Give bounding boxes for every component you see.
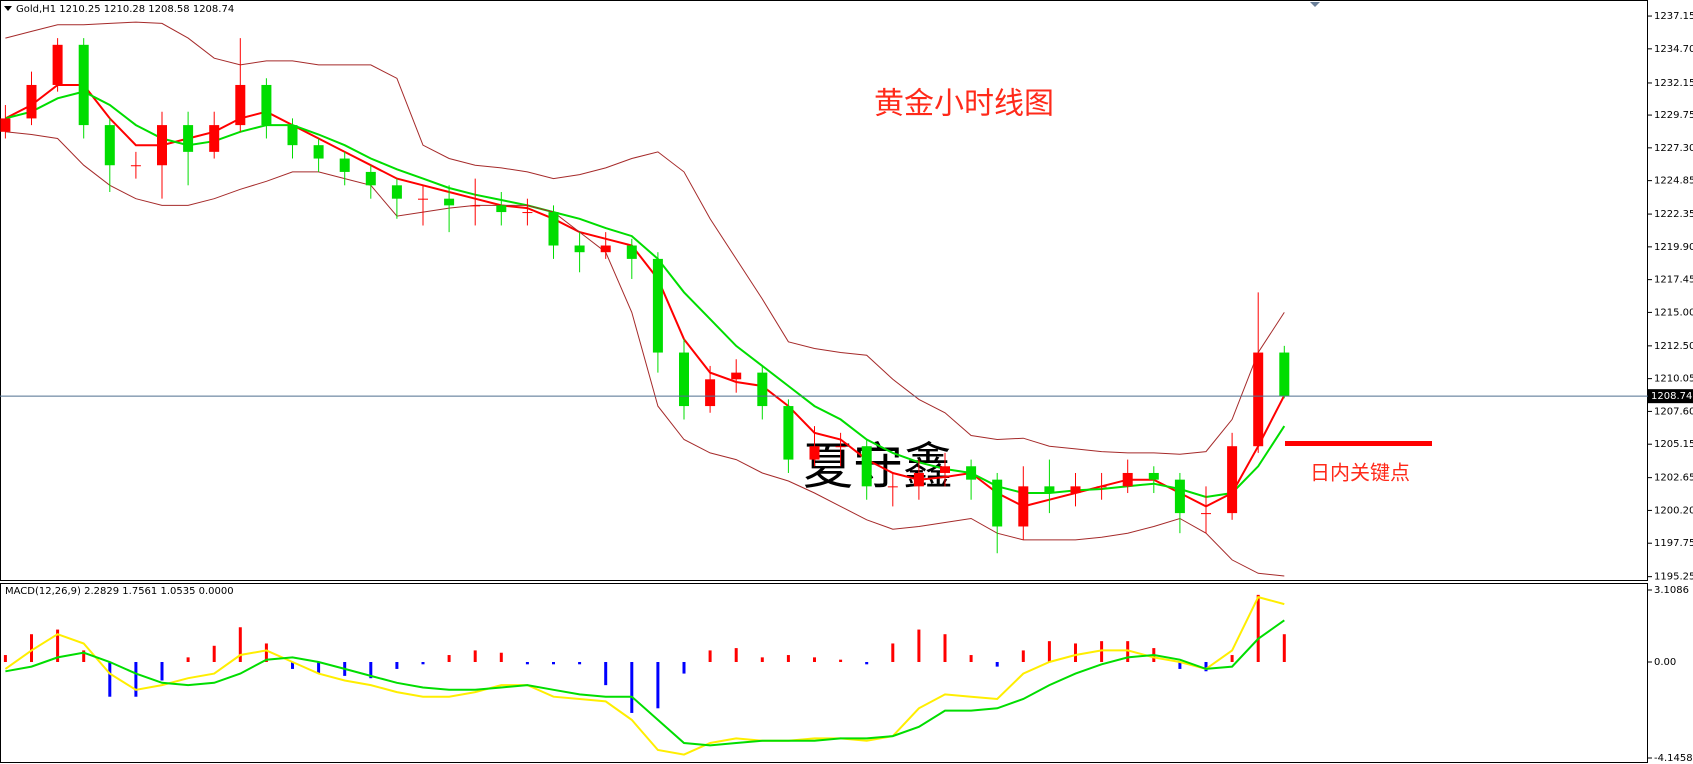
- candle-body: [992, 479, 1003, 527]
- y-tick-label: 1232.15: [1654, 78, 1693, 89]
- y-tick-label: 1212.50: [1654, 341, 1693, 352]
- candle-body: [1044, 486, 1055, 494]
- candle-body: [600, 245, 611, 253]
- candle-body: [444, 198, 455, 206]
- candle-body: [209, 125, 220, 152]
- candle-body: [731, 372, 742, 380]
- y-tick-label: 1229.75: [1654, 110, 1693, 121]
- candle-body: [130, 165, 141, 167]
- candle-body: [626, 245, 637, 259]
- candle-body: [861, 446, 872, 487]
- candle-body: [887, 486, 898, 488]
- shift-marker: [1310, 2, 1320, 7]
- y-tick-label: 1219.90: [1654, 242, 1693, 253]
- candle-body: [652, 258, 663, 353]
- candle-body: [418, 198, 428, 200]
- candle-body: [183, 125, 194, 152]
- y-tick-label: 1215.00: [1654, 307, 1693, 318]
- candle-body: [1227, 446, 1238, 514]
- candle-body: [26, 84, 37, 119]
- candle-body: [287, 125, 298, 146]
- y-tick-label: 1224.85: [1654, 176, 1693, 187]
- indicator-line: [5, 131, 1285, 577]
- candle-body: [913, 472, 924, 487]
- y-tick-label: 1217.45: [1654, 275, 1693, 286]
- y-tick-label: 1227.30: [1654, 143, 1693, 154]
- y-tick-label: 1222.35: [1654, 209, 1693, 220]
- candle-body: [1174, 479, 1185, 514]
- candle-body: [835, 446, 846, 448]
- candle-body: [339, 158, 350, 172]
- macd-header: MACD(12,26,9) 2.2829 1.7561 1.0535 0.000…: [5, 586, 234, 597]
- candle-body: [809, 446, 820, 460]
- candle-body: [261, 84, 272, 126]
- indicator-line: [5, 90, 1286, 499]
- last-price-box: [1648, 389, 1693, 404]
- y-tick-label: 1207.60: [1654, 406, 1693, 417]
- chart-title: 黄金小时线图: [874, 87, 1054, 122]
- candle-body: [1018, 486, 1029, 527]
- candle-body: [1148, 472, 1159, 480]
- y-tick-label: 3.1086: [1654, 585, 1689, 596]
- candle-body: [757, 372, 768, 407]
- y-tick-label: 1197.75: [1654, 538, 1693, 549]
- candle-body: [78, 44, 89, 126]
- candle-body: [679, 352, 689, 407]
- candle-body: [1253, 352, 1264, 447]
- candle-body: [1096, 486, 1107, 488]
- candle-body: [365, 171, 376, 186]
- candle-body: [783, 406, 794, 460]
- y-tick-label: -4.1458: [1654, 753, 1693, 764]
- y-tick-label: 1210.05: [1654, 374, 1693, 385]
- candle-body: [157, 125, 167, 166]
- menu-triangle: [4, 6, 12, 11]
- last-price-label: 1208.74: [1651, 391, 1692, 402]
- candle-body: [1279, 352, 1290, 397]
- macd-line: [5, 619, 1285, 747]
- candle-body: [1070, 486, 1081, 494]
- candle-body: [966, 466, 977, 480]
- annotation: 日内关键点: [1310, 461, 1410, 485]
- candle-body: [470, 205, 481, 207]
- candle-body: [391, 185, 402, 199]
- indicator-line: [4, 84, 1286, 508]
- price-panel: [0, 0, 1648, 581]
- y-tick-label: 0.00: [1654, 657, 1676, 668]
- candle-body: [496, 205, 507, 213]
- y-tick-label: 1205.15: [1654, 439, 1693, 450]
- candle-body: [940, 466, 950, 473]
- candle-body: [522, 212, 533, 214]
- y-tick-label: 1234.70: [1654, 44, 1693, 55]
- candle-body: [1201, 513, 1211, 515]
- candle-body: [574, 245, 585, 253]
- y-tick-label: 1195.25: [1654, 572, 1693, 583]
- candle-body: [548, 212, 559, 246]
- candle-body: [705, 379, 716, 407]
- y-tick-label: 1202.65: [1654, 473, 1693, 484]
- symbol-header: Gold,H1 1210.25 1210.28 1208.58 1208.74: [16, 4, 234, 15]
- candle-body: [0, 118, 11, 132]
- candle-body: [104, 125, 115, 166]
- y-tick-label: 1200.20: [1654, 505, 1693, 516]
- macd-panel: [0, 583, 1648, 763]
- y-tick-label: 1237.15: [1654, 11, 1693, 22]
- macd-line: [4, 595, 1285, 756]
- candle-body: [1122, 472, 1133, 487]
- indicator-line: [5, 21, 1285, 455]
- candle-body: [52, 44, 63, 85]
- candle-body: [235, 84, 246, 126]
- candle-body: [313, 145, 324, 159]
